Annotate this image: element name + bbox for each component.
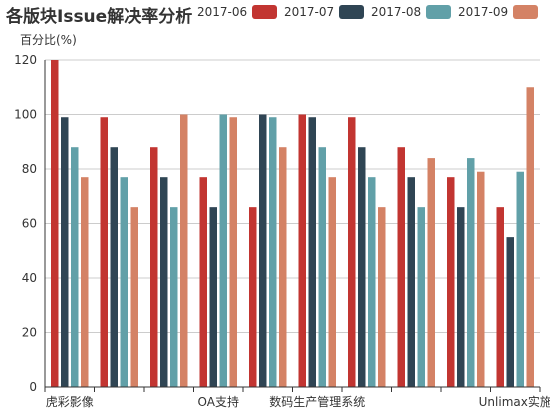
legend-swatch [426, 5, 451, 19]
bar [209, 207, 217, 387]
legend-label: 2017-06 [197, 5, 247, 19]
bar [219, 114, 227, 387]
y-tick-label: 100 [14, 108, 37, 122]
bar [269, 117, 277, 387]
bar [397, 147, 405, 387]
legend-swatch [252, 5, 277, 19]
bar [467, 158, 475, 387]
bar [477, 171, 485, 387]
bar [279, 147, 287, 387]
bar [259, 114, 267, 387]
bar [328, 177, 336, 387]
bar [150, 147, 158, 387]
bar [160, 177, 168, 387]
bar [516, 171, 524, 387]
bar [378, 207, 386, 387]
bar [427, 158, 435, 387]
y-tick-label: 0 [29, 380, 37, 394]
bar [199, 177, 207, 387]
bar [368, 177, 376, 387]
axes: 虎彩影像 OA支持 数码生产管理系统 Unlimax实施 [44, 60, 550, 409]
y-tick-label: 20 [22, 326, 37, 340]
legend-label: 2017-09 [458, 5, 508, 19]
bar [71, 147, 79, 387]
bar [506, 237, 514, 387]
x-tick-label: Unlimax实施 [479, 394, 550, 409]
bar [110, 147, 118, 387]
bar [180, 114, 188, 387]
x-tick-label: 虎彩影像 [46, 395, 94, 409]
x-tick-label: 数码生产管理系统 [269, 394, 365, 409]
bars [51, 60, 534, 387]
legend-label: 2017-07 [284, 5, 334, 19]
bar [229, 117, 237, 387]
bar [447, 177, 455, 387]
bar [81, 177, 89, 387]
bar [100, 117, 108, 387]
bar [249, 207, 257, 387]
y-tick-label: 60 [22, 217, 37, 231]
y-tick-label: 40 [22, 271, 37, 285]
legend-swatch [513, 5, 538, 19]
y-tick-label: 120 [14, 53, 37, 67]
bar [51, 60, 59, 387]
bar [318, 147, 326, 387]
bar [298, 114, 306, 387]
x-tick-label: OA支持 [198, 394, 239, 409]
bar [170, 207, 178, 387]
bar [457, 207, 465, 387]
bar [120, 177, 128, 387]
legend: 2017-06 2017-07 2017-08 2017-09 [197, 5, 538, 19]
bar [407, 177, 415, 387]
bar [308, 117, 316, 387]
bar [417, 207, 425, 387]
y-axis-label: 百分比(%) [20, 33, 77, 47]
y-tick-label: 80 [22, 162, 37, 176]
bar [61, 117, 69, 387]
bar [496, 207, 504, 387]
bar [526, 87, 534, 387]
chart-title: 各版块Issue解决率分析 [5, 6, 192, 27]
legend-label: 2017-08 [371, 5, 421, 19]
bar [130, 207, 138, 387]
bar [348, 117, 356, 387]
legend-swatch [339, 5, 364, 19]
bar [358, 147, 366, 387]
